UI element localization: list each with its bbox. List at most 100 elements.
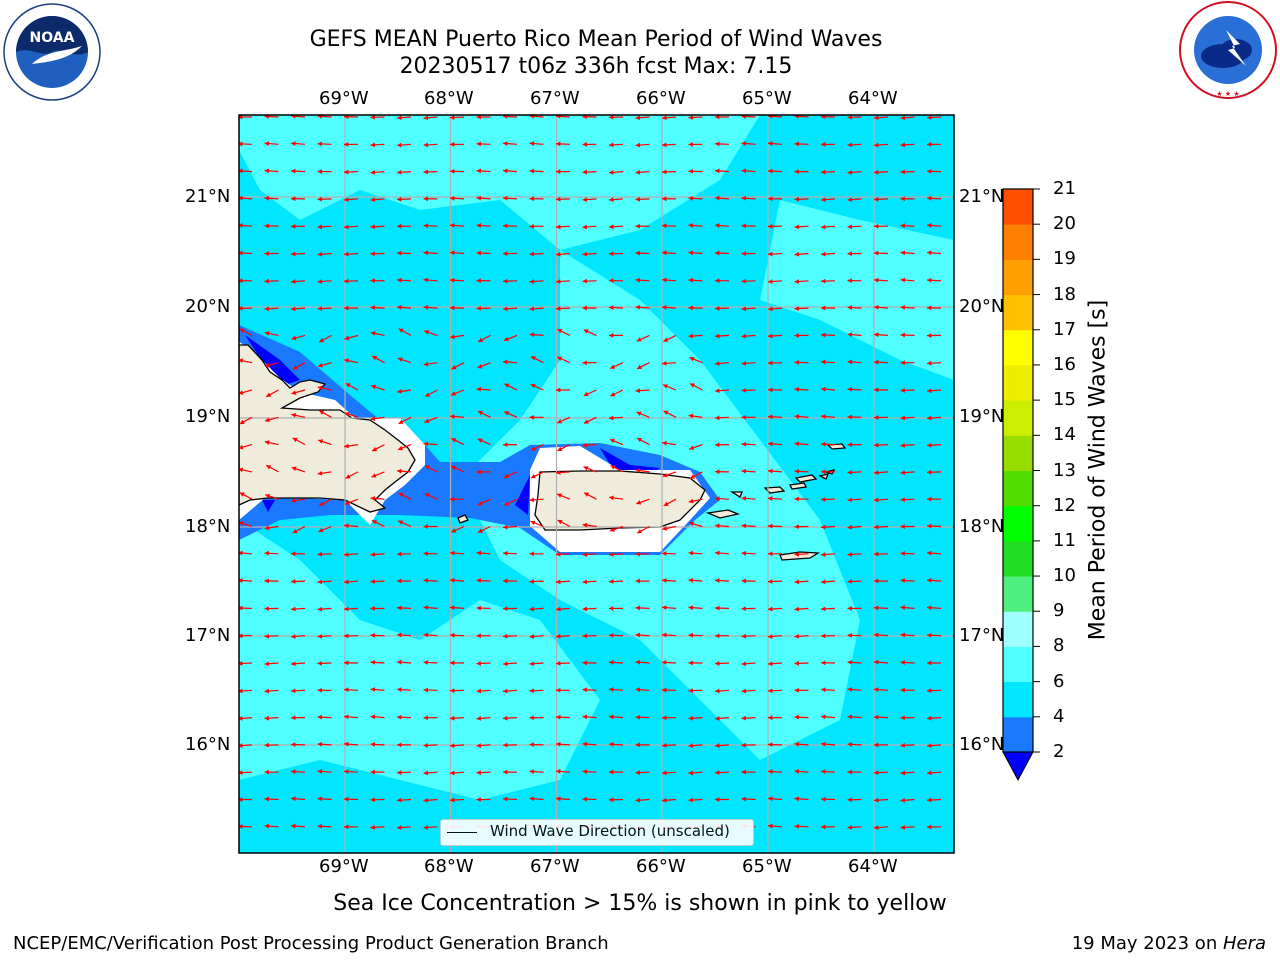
wave-direction-arrowhead bbox=[874, 797, 879, 803]
lon-label-top-5: 65°W bbox=[742, 88, 792, 109]
colorbar-tick-label: 15 bbox=[1053, 389, 1076, 411]
wave-direction-arrowhead bbox=[821, 224, 826, 230]
wave-direction-arrowhead bbox=[635, 687, 641, 693]
wave-direction-arrowhead bbox=[900, 470, 906, 475]
wave-direction-arrowhead bbox=[768, 414, 773, 420]
wave-direction-arrowhead bbox=[794, 524, 799, 530]
wave-direction-arrowhead bbox=[370, 278, 375, 284]
wave-direction-arrowhead bbox=[371, 520, 377, 525]
wave-direction-arrowhead bbox=[688, 550, 694, 556]
footer-credit: NCEP/EMC/Verification Post Processing Pr… bbox=[13, 933, 609, 954]
wave-direction-arrowhead bbox=[821, 278, 826, 284]
wave-direction-arrowhead bbox=[476, 770, 481, 775]
colorbar-block bbox=[1003, 505, 1033, 542]
wave-direction-arrowhead bbox=[371, 473, 377, 478]
wave-direction-arrowhead bbox=[663, 501, 669, 506]
wave-direction-arrowhead bbox=[529, 579, 534, 584]
wave-direction-arrowhead bbox=[317, 769, 323, 774]
wave-direction-arrowhead bbox=[821, 441, 826, 447]
wave-direction-arrowhead bbox=[662, 660, 667, 665]
wave-direction-arrowhead bbox=[688, 770, 694, 776]
wave-direction-arrowhead bbox=[768, 523, 773, 529]
wave-direction-arrowhead bbox=[582, 278, 587, 284]
wave-direction-arrowhead bbox=[503, 442, 508, 448]
wave-direction-arrowhead bbox=[741, 769, 746, 775]
wave-direction-arrowhead bbox=[609, 606, 614, 611]
wave-direction-arrowhead bbox=[663, 337, 669, 342]
wave-direction-arrowhead bbox=[662, 551, 667, 556]
wave-direction-arrowhead bbox=[635, 605, 641, 611]
wave-direction-arrowhead bbox=[794, 169, 799, 174]
wave-direction-arrowhead bbox=[450, 195, 455, 201]
wave-direction-arrowhead bbox=[715, 415, 720, 421]
wave-direction-arrowhead bbox=[636, 337, 642, 342]
wave-direction-arrowhead bbox=[688, 142, 693, 147]
wave-direction-arrowhead bbox=[927, 550, 932, 556]
wave-direction-arrowhead bbox=[556, 251, 561, 257]
wave-direction-arrowhead bbox=[344, 500, 350, 505]
colorbar-block bbox=[1003, 716, 1033, 753]
wave-direction-arrowhead bbox=[397, 389, 402, 394]
wave-direction-arrowhead bbox=[794, 360, 799, 365]
wave-direction-arrowhead bbox=[423, 223, 429, 229]
wave-direction-arrowhead bbox=[900, 223, 906, 229]
wave-direction-arrowhead bbox=[239, 715, 243, 721]
wave-direction-arrowhead bbox=[609, 142, 614, 148]
wave-direction-arrowhead bbox=[688, 250, 694, 256]
wave-direction-arrowhead bbox=[635, 770, 640, 775]
wave-direction-arrowhead bbox=[715, 496, 720, 502]
wave-direction-arrowhead bbox=[927, 142, 932, 147]
wave-direction-arrowhead bbox=[768, 251, 773, 257]
wave-direction-arrowhead bbox=[715, 688, 720, 694]
wave-direction-arrowhead bbox=[662, 687, 667, 693]
wave-direction-arrowhead bbox=[609, 333, 614, 338]
sea-ice-note: Sea Ice Concentration > 15% is shown in … bbox=[333, 891, 947, 916]
wave-direction-arrowhead bbox=[927, 195, 932, 201]
wave-direction-arrowhead bbox=[582, 305, 587, 311]
wave-direction-arrowhead bbox=[663, 384, 668, 389]
wave-direction-arrowhead bbox=[264, 769, 269, 775]
wave-direction-arrowhead bbox=[609, 742, 614, 747]
wave-direction-arrowhead bbox=[635, 223, 640, 229]
wave-direction-arrowhead bbox=[370, 552, 376, 557]
wave-direction-arrowhead bbox=[821, 714, 826, 720]
wave-direction-arrowhead bbox=[900, 524, 905, 529]
wave-direction-arrowhead bbox=[874, 605, 879, 611]
wave-direction-arrowhead bbox=[847, 497, 853, 503]
lon-label-bottom-4: 66°W bbox=[636, 856, 686, 877]
wave-direction-arrowhead bbox=[264, 331, 270, 336]
colorbar-tick-label: 21 bbox=[1053, 178, 1076, 199]
wave-direction-arrowhead bbox=[291, 823, 296, 829]
wave-direction-arrowhead bbox=[291, 606, 296, 612]
wave-direction-arrowhead bbox=[239, 797, 243, 802]
wave-direction-arrowhead bbox=[847, 251, 852, 257]
wave-direction-arrowhead bbox=[398, 419, 404, 424]
wave-direction-arrowhead bbox=[556, 169, 561, 174]
wave-direction-arrowhead bbox=[397, 445, 403, 451]
wave-direction-arrowhead bbox=[370, 115, 375, 120]
wave-direction-arrowhead bbox=[504, 501, 510, 506]
wave-direction-arrowhead bbox=[398, 520, 404, 525]
wave-direction-arrowhead bbox=[476, 115, 481, 120]
wave-direction-arrowhead bbox=[715, 250, 720, 256]
wave-direction-arrowhead bbox=[688, 577, 694, 583]
wave-direction-arrowhead bbox=[397, 605, 402, 611]
wave-direction-arrowhead bbox=[582, 442, 588, 448]
wave-direction-arrowhead bbox=[370, 142, 376, 148]
wave-direction-arrowhead bbox=[635, 578, 640, 584]
wave-direction-arrowhead bbox=[291, 769, 296, 775]
lat-label-right-6: 16°N bbox=[959, 734, 1005, 755]
wave-direction-arrowhead bbox=[476, 633, 481, 639]
wave-direction-arrowhead bbox=[503, 578, 508, 584]
wave-direction-arrowhead bbox=[636, 500, 642, 505]
wave-direction-arrowhead bbox=[927, 415, 932, 421]
wave-direction-arrowhead bbox=[264, 278, 269, 284]
wave-direction-arrowhead bbox=[688, 688, 693, 694]
wave-direction-arrowhead bbox=[582, 633, 587, 639]
wave-direction-arrowhead bbox=[847, 824, 853, 830]
wave-direction-arrowhead bbox=[503, 306, 508, 312]
wave-direction-arrowhead bbox=[477, 528, 483, 533]
wave-direction-arrowhead bbox=[794, 333, 799, 338]
wave-direction-arrowhead bbox=[345, 474, 351, 479]
wave-direction-arrowhead bbox=[609, 579, 614, 584]
